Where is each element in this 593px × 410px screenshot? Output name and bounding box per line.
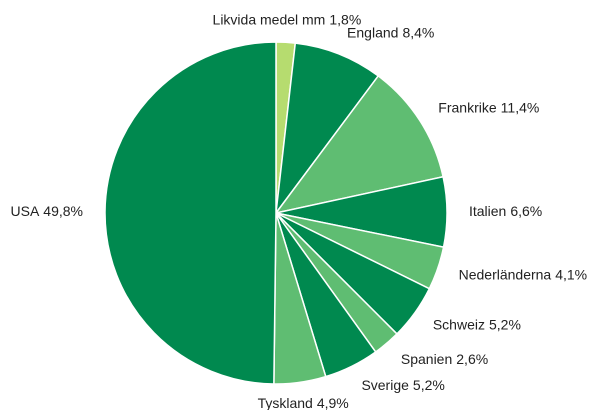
slice-label: Likvida medel mm 1,8% <box>213 11 362 27</box>
category-name: Likvida medel mm <box>213 11 326 27</box>
category-name: Nederländerna <box>459 266 552 282</box>
category-name: Spanien <box>401 351 452 367</box>
value-label: 2,6% <box>456 351 488 367</box>
value-label: 4,1% <box>555 266 587 282</box>
value-label: 6,6% <box>510 202 542 218</box>
value-label: 4,9% <box>317 395 349 410</box>
value-label: 5,2% <box>413 377 445 393</box>
category-name: USA <box>11 202 40 218</box>
slice-label: Nederländerna 4,1% <box>459 266 588 282</box>
value-label: 8,4% <box>402 24 434 40</box>
slice-label: Sverige 5,2% <box>361 377 444 393</box>
pie-slice <box>274 42 380 216</box>
slice-label: Spanien 2,6% <box>401 351 488 367</box>
slice-label: Italien 6,6% <box>469 202 542 218</box>
slice-label: USA 49,8% <box>11 202 84 218</box>
category-name: Schweiz <box>433 316 485 332</box>
value-label: 1,8% <box>329 11 361 27</box>
value-label: 11,4% <box>501 99 540 115</box>
category-name: England <box>347 24 398 40</box>
category-name: Sverige <box>361 377 409 393</box>
value-label: 49,8% <box>43 202 83 218</box>
category-name: Tyskland <box>258 395 313 410</box>
category-name: Frankrike <box>438 99 497 115</box>
slice-label: Frankrike 11,4% <box>438 99 539 115</box>
pie-slice <box>104 41 277 385</box>
category-name: Italien <box>469 202 506 218</box>
slice-label: Tyskland 4,9% <box>258 395 349 410</box>
slice-label: England 8,4% <box>347 24 434 40</box>
slice-label: Schweiz 5,2% <box>433 316 521 332</box>
pie-slice <box>274 74 445 215</box>
value-label: 5,2% <box>489 316 521 332</box>
